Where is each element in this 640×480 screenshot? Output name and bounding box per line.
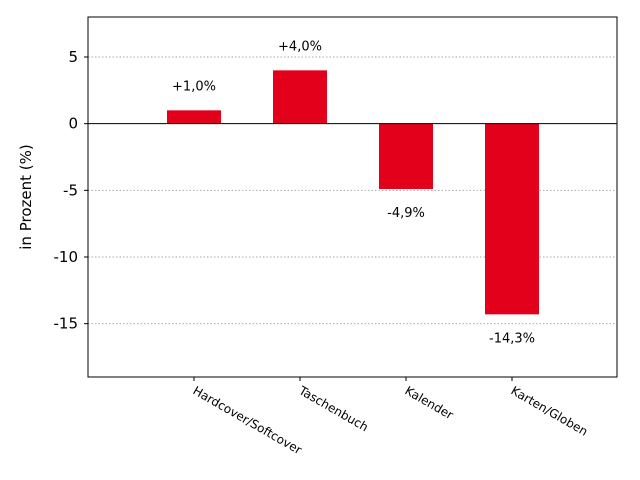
y-tick-label: -10: [54, 248, 79, 266]
category-label: Karten/Globen: [509, 383, 591, 438]
value-label: +4,0%: [278, 39, 322, 54]
gridlines: [88, 56, 617, 325]
y-tick-label: -5: [63, 181, 78, 199]
bars: [167, 70, 539, 315]
category-label: Hardcover/Softcover: [191, 383, 305, 457]
bar: [273, 70, 327, 124]
y-tick-label: 5: [68, 48, 78, 66]
y-axis-title: in Prozent (%): [17, 144, 35, 249]
value-labels: +1,0% +4,0% -4,9% -14,3%: [172, 39, 535, 346]
y-tick-label: 0: [68, 115, 78, 133]
bar: [485, 123, 539, 315]
category-label: Taschenbuch: [296, 383, 371, 434]
value-label: -14,3%: [489, 331, 535, 346]
y-tick-label: -15: [54, 315, 79, 333]
category-label: Kalender: [403, 383, 456, 422]
plot-frame: [87, 16, 618, 378]
bar: [167, 110, 221, 124]
value-label: -4,9%: [387, 206, 425, 221]
value-label: +1,0%: [172, 79, 216, 94]
y-axis-ticks: 5 0 -5 -10 -15: [54, 48, 88, 333]
bar: [379, 123, 433, 189]
